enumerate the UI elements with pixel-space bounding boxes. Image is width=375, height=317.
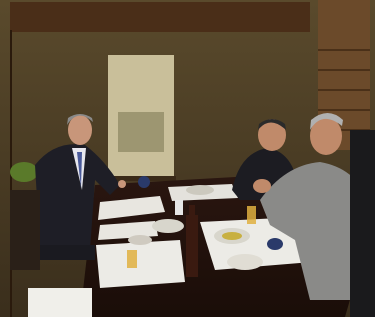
bowl	[138, 176, 150, 188]
plant	[10, 162, 38, 182]
head	[68, 115, 92, 145]
glass	[247, 206, 256, 224]
bottle-neck	[189, 205, 195, 217]
dish	[227, 254, 263, 270]
dish	[186, 185, 214, 195]
bowl	[267, 238, 283, 250]
legs	[40, 245, 95, 260]
food	[222, 232, 242, 240]
person-edge	[350, 130, 375, 317]
bottle	[186, 215, 198, 277]
hands	[253, 179, 271, 193]
paper	[28, 288, 92, 317]
ceiling-beam	[10, 2, 310, 32]
scroll-painting	[118, 112, 164, 152]
cup	[175, 200, 183, 215]
page: (() => { const data = JSON.parse(documen…	[0, 0, 375, 317]
place-mat	[96, 240, 185, 288]
hand	[118, 180, 126, 188]
dish	[152, 219, 184, 233]
chair	[10, 190, 40, 270]
dish	[128, 235, 152, 245]
glass	[127, 250, 137, 268]
photo-scene	[0, 0, 375, 317]
